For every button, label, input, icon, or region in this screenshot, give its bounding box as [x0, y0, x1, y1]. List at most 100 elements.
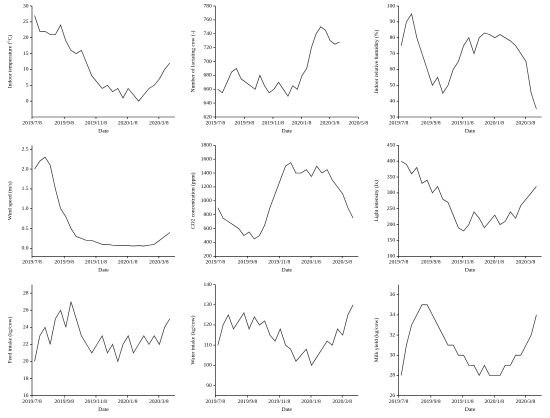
- y-tick-label: 90: [390, 19, 396, 25]
- y-tick-label: 80: [390, 35, 396, 41]
- y-tick-label: 90: [206, 383, 212, 389]
- x-axis-title: Date: [465, 268, 476, 274]
- y-tick-label: 28: [390, 373, 396, 379]
- x-tick-label: 2019/7/8: [389, 260, 409, 266]
- data-line: [34, 301, 171, 363]
- y-tick-label: 400: [204, 240, 213, 246]
- x-tick-label: 2019/11/8: [268, 260, 290, 266]
- x-tick-label: 2019/11/8: [85, 399, 107, 405]
- y-tick-label: 110: [204, 342, 212, 348]
- x-axis-title: Date: [98, 268, 109, 274]
- y-tick-label: 16: [23, 393, 29, 399]
- y-tick-label: 150: [387, 238, 396, 244]
- x-tick-label: 2020/1/8: [301, 399, 321, 405]
- x-tick-label: 2019/7/8: [22, 260, 42, 266]
- x-tick-label: 2019/9/8: [54, 399, 74, 405]
- y-axis-title: Feed intake (kg/cow): [6, 317, 13, 364]
- y-tick-label: 700: [204, 59, 213, 65]
- x-tick-label: 2020/1/8: [484, 120, 504, 126]
- x-axis-title: Date: [465, 128, 476, 134]
- y-tick-label: 0.5: [22, 226, 29, 232]
- y-axis-title: Indoor temperature (°C): [6, 35, 13, 88]
- y-tick-label: 32: [390, 332, 396, 338]
- x-tick-label: 2020/3/8: [332, 260, 352, 266]
- y-axis-title: Wind speed (m/s): [6, 181, 13, 220]
- x-tick-label: 2019/7/8: [206, 120, 226, 126]
- y-tick-label: 1.5: [22, 186, 29, 192]
- x-tick-label: 2020/5/8: [349, 120, 369, 126]
- y-tick-label: 60: [390, 67, 396, 73]
- y-tick-label: 2.5: [22, 147, 29, 153]
- data-line: [400, 13, 537, 110]
- x-tick-label: 2020/3/8: [516, 120, 536, 126]
- x-tick-label: 2019/9/8: [54, 260, 74, 266]
- data-line: [217, 304, 354, 367]
- y-tick-label: 1.0: [22, 206, 29, 212]
- y-tick-label: 400: [387, 158, 396, 164]
- x-tick-label: 2019/7/8: [389, 399, 409, 405]
- x-tick-label: 2020/3/8: [149, 120, 169, 126]
- y-tick-label: 28: [23, 290, 29, 296]
- x-tick-label: 2019/7/8: [206, 399, 226, 405]
- y-tick-label: 20: [23, 359, 29, 365]
- x-tick-label: 2019/7/8: [206, 260, 226, 266]
- data-line: [400, 304, 537, 377]
- y-tick-label: 250: [387, 206, 396, 212]
- x-axis-title: Date: [465, 407, 476, 413]
- x-tick-label: 2020/3/8: [516, 260, 536, 266]
- y-tick-label: 0: [26, 98, 29, 104]
- y-tick-label: 40: [390, 98, 396, 104]
- y-tick-label: 100: [204, 363, 213, 369]
- y-axis-title: Number of lactating cow (-): [190, 30, 197, 92]
- y-tick-label: 350: [387, 174, 396, 180]
- x-tick-label: 2020/3/8: [149, 260, 169, 266]
- x-tick-label: 2020/1/8: [118, 399, 138, 405]
- y-axis-title: Water intake (kg/cow): [190, 315, 197, 364]
- y-tick-label: 70: [390, 51, 396, 57]
- y-tick-label: 5: [26, 83, 29, 89]
- x-tick-label: 2020/1/8: [292, 120, 312, 126]
- y-tick-label: 200: [387, 222, 396, 228]
- x-axis-title: Date: [98, 407, 109, 413]
- y-tick-label: 740: [204, 31, 213, 37]
- x-tick-label: 2019/11/8: [85, 120, 107, 126]
- x-tick-label: 2019/7/8: [22, 120, 42, 126]
- y-tick-label: 2.0: [22, 166, 29, 172]
- x-tick-label: 2020/3/8: [320, 120, 340, 126]
- x-tick-label: 2019/11/8: [452, 260, 474, 266]
- x-tick-label: 2019/9/8: [421, 120, 441, 126]
- x-tick-label: 2019/11/8: [85, 260, 107, 266]
- x-tick-label: 2020/3/8: [332, 399, 352, 405]
- y-axis-title: CO2 concentration (ppm): [190, 172, 197, 229]
- y-tick-label: 0.0: [22, 246, 29, 252]
- x-tick-label: 2019/11/8: [262, 120, 284, 126]
- x-tick-label: 2019/7/8: [389, 120, 409, 126]
- y-tick-label: 680: [204, 73, 213, 79]
- y-tick-label: 30: [23, 3, 29, 9]
- data-line: [34, 15, 171, 102]
- y-axis-title: Milk yield (kg/cow): [373, 318, 380, 362]
- y-tick-label: 1400: [201, 170, 212, 176]
- x-tick-label: 2019/11/8: [452, 120, 474, 126]
- y-tick-label: 24: [23, 325, 29, 331]
- y-tick-label: 20: [23, 35, 29, 41]
- y-tick-label: 10: [23, 67, 29, 73]
- data-line: [217, 162, 354, 240]
- x-tick-label: 2020/1/8: [484, 399, 504, 405]
- y-tick-label: 1800: [201, 143, 212, 149]
- y-tick-label: 600: [204, 226, 213, 232]
- y-tick-label: 26: [390, 393, 396, 399]
- x-tick-label: 2020/3/8: [149, 399, 169, 405]
- y-axis-title: Light intensity (lx): [373, 180, 380, 222]
- x-axis-title: Date: [282, 407, 293, 413]
- y-tick-label: 1200: [201, 184, 212, 190]
- y-tick-label: 620: [204, 114, 213, 120]
- x-axis-title: Date: [282, 268, 293, 274]
- x-tick-label: 2019/9/8: [421, 399, 441, 405]
- y-tick-label: 1600: [201, 156, 212, 162]
- y-tick-label: 100: [387, 254, 396, 260]
- x-tick-label: 2020/3/8: [516, 399, 536, 405]
- y-tick-label: 30: [390, 353, 396, 359]
- y-axis-title: Indoor relative humidity (%): [373, 30, 380, 94]
